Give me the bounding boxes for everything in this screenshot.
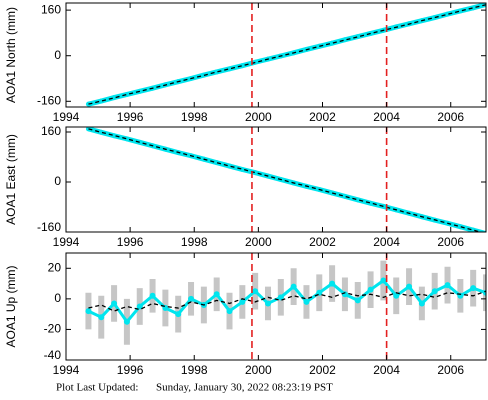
plot-area [85, 3, 486, 107]
y-tick-label: -20 [44, 322, 62, 336]
data-point [303, 298, 310, 305]
plot-area [85, 260, 486, 345]
data-point [214, 160, 220, 166]
data-point [342, 193, 348, 199]
x-tick-label: 1996 [117, 363, 144, 377]
footer-label: Plot Last Updated: [56, 382, 139, 394]
data-point [431, 288, 438, 295]
data-point [124, 136, 130, 142]
data-point [354, 297, 361, 304]
data-point [239, 298, 246, 305]
y-tick-label: -160 [37, 220, 61, 234]
data-point [227, 66, 233, 72]
data-point [367, 286, 374, 293]
y-tick-label: 0 [54, 174, 61, 188]
data-point [111, 133, 117, 139]
data-point [457, 224, 463, 230]
data-band [87, 279, 486, 324]
data-point [445, 11, 451, 17]
x-tick-label: 2002 [309, 363, 336, 377]
x-tick-label: 2006 [437, 235, 464, 249]
data-point [98, 314, 105, 321]
data-point [137, 139, 143, 145]
frame [65, 252, 487, 361]
y-tick-label: -160 [37, 93, 61, 107]
data-point [188, 295, 195, 302]
data-point [457, 8, 463, 14]
data-point [444, 282, 451, 289]
data-point [277, 294, 284, 301]
x-tick-label: 2004 [373, 110, 400, 124]
data-point [98, 129, 104, 135]
x-tick-label: 1994 [53, 235, 80, 249]
data-point [214, 69, 220, 75]
data-point [149, 292, 156, 299]
y-axis-label: AOA1 North (mm) [4, 7, 18, 103]
data-point [470, 5, 476, 11]
data-point [432, 15, 438, 21]
x-tick-label: 2004 [373, 235, 400, 249]
data-point [264, 300, 271, 307]
data-point [329, 190, 335, 196]
y-tick-label: 20 [48, 260, 62, 274]
data-point [316, 43, 322, 49]
data-point [380, 277, 387, 284]
data-point [252, 288, 259, 295]
data-point [136, 303, 143, 310]
x-tick-label: 1998 [181, 110, 208, 124]
data-point [418, 300, 425, 307]
x-tick-label: 1996 [117, 235, 144, 249]
model-line [88, 128, 483, 232]
plot-area [85, 127, 486, 232]
x-tick-label: 2000 [245, 235, 272, 249]
y-axis-label: AOA1 East (mm) [4, 134, 18, 225]
x-tick-label: 2006 [437, 110, 464, 124]
data-point [470, 285, 477, 292]
y-tick-label: -40 [44, 348, 62, 362]
x-tick-label: 2002 [309, 235, 336, 249]
data-point [227, 163, 233, 169]
data-point [406, 283, 413, 290]
data-point [85, 308, 92, 315]
x-tick-label: 1998 [181, 235, 208, 249]
frame [65, 2, 487, 108]
x-tick-label: 2000 [245, 363, 272, 377]
y-tick-label: 160 [41, 2, 61, 16]
x-tick-label: 1996 [117, 110, 144, 124]
data-point [355, 197, 361, 203]
x-tick-label: 1994 [53, 363, 80, 377]
y-axis-label: AOA1 Up (mm) [4, 265, 18, 347]
x-tick-label: 2004 [373, 363, 400, 377]
y-tick-label: 0 [54, 291, 61, 305]
data-point [393, 292, 400, 299]
data-point [124, 91, 130, 97]
data-point [368, 200, 374, 206]
data-point [355, 34, 361, 40]
data-point [239, 167, 245, 172]
data-point [123, 318, 130, 325]
x-tick-label: 1998 [181, 363, 208, 377]
model-line [88, 4, 486, 105]
data-point [98, 98, 104, 104]
frame [65, 126, 487, 233]
footer-value: Sunday, January 30, 2022 08:23:19 PST [156, 382, 333, 394]
data-point [329, 40, 335, 46]
data-point [239, 63, 245, 69]
y-tick-label: 160 [41, 124, 61, 138]
data-point [111, 300, 118, 307]
data-point [226, 308, 233, 315]
data-point [329, 280, 336, 287]
data-point [290, 283, 297, 290]
x-tick-label: 2002 [309, 110, 336, 124]
x-tick-label: 2000 [245, 110, 272, 124]
y-tick-label: 0 [54, 48, 61, 62]
x-tick-label: 2006 [437, 363, 464, 377]
data-point [252, 170, 258, 176]
model-line [88, 290, 486, 312]
data-point [175, 311, 182, 318]
data-point [213, 291, 220, 298]
x-tick-label: 1994 [53, 110, 80, 124]
